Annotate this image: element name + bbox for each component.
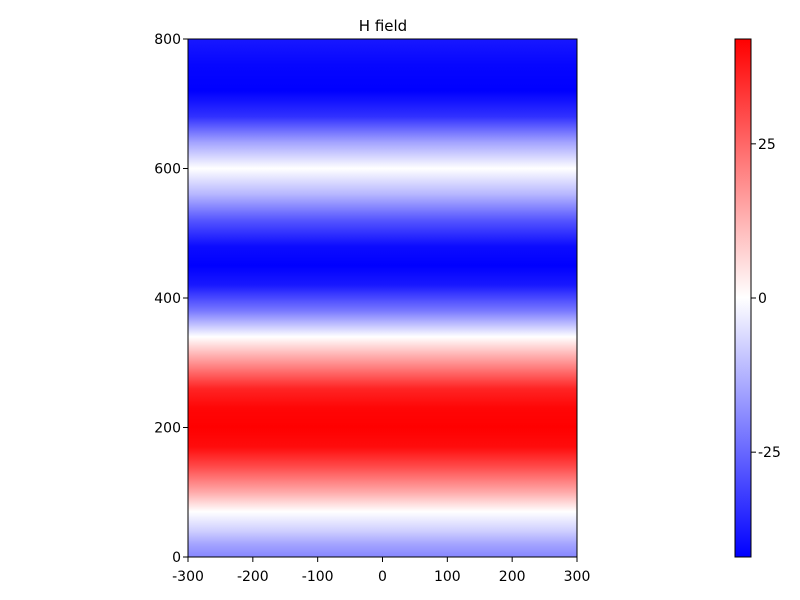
x-axis: -300 -200 -100 0 100 200 300: [172, 557, 590, 585]
colorbar-tick-label: 0: [758, 291, 767, 307]
x-tick-label: 0: [378, 569, 387, 585]
x-tick-label: 300: [564, 569, 591, 585]
colorbar: 25 0 -25: [734, 38, 781, 558]
heatmap-field: [188, 39, 577, 557]
y-tick-label: 200: [154, 421, 181, 437]
chart-title: H field: [359, 17, 407, 35]
y-tick-label: 600: [154, 162, 181, 178]
colorbar-tick-label: -25: [758, 445, 781, 461]
y-tick-label: 800: [154, 32, 181, 48]
colorbar-ticks: 25 0 -25: [751, 137, 781, 461]
y-axis: 0 200 400 600 800: [154, 32, 188, 566]
colorbar-tick-label: 25: [758, 137, 776, 153]
x-tick-label: -100: [302, 569, 334, 585]
x-tick-label: -300: [172, 569, 204, 585]
plot-area: [187, 38, 578, 558]
colorbar-gradient: [734, 38, 752, 558]
x-tick-label: 100: [434, 569, 461, 585]
y-tick-label: 400: [154, 291, 181, 307]
x-tick-label: -200: [237, 569, 269, 585]
x-tick-label: 200: [499, 569, 526, 585]
y-tick-label: 0: [172, 550, 181, 566]
